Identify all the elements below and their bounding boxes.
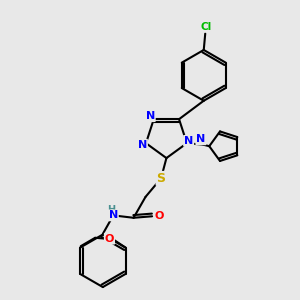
Text: S: S <box>157 172 166 185</box>
Text: H: H <box>107 205 115 215</box>
Text: N: N <box>109 210 118 220</box>
Text: N: N <box>184 136 193 146</box>
Text: Cl: Cl <box>200 22 212 32</box>
Text: N: N <box>138 140 147 150</box>
Text: O: O <box>155 211 164 221</box>
Text: O: O <box>105 234 114 244</box>
Text: N: N <box>196 134 206 144</box>
Text: N: N <box>146 111 155 121</box>
